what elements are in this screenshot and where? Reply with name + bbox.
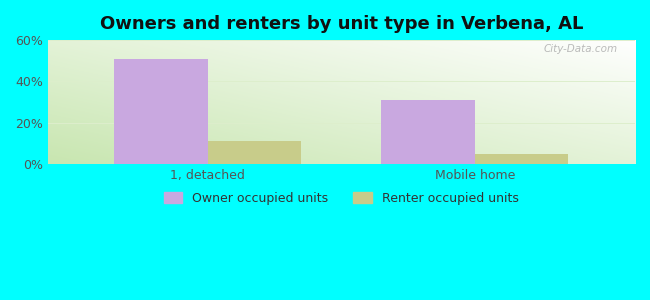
Bar xyxy=(475,154,568,164)
Bar xyxy=(114,59,208,164)
Title: Owners and renters by unit type in Verbena, AL: Owners and renters by unit type in Verbe… xyxy=(99,15,583,33)
Bar xyxy=(382,100,475,164)
Bar xyxy=(208,142,302,164)
Text: City-Data.com: City-Data.com xyxy=(543,44,618,54)
Legend: Owner occupied units, Renter occupied units: Owner occupied units, Renter occupied un… xyxy=(159,187,524,210)
